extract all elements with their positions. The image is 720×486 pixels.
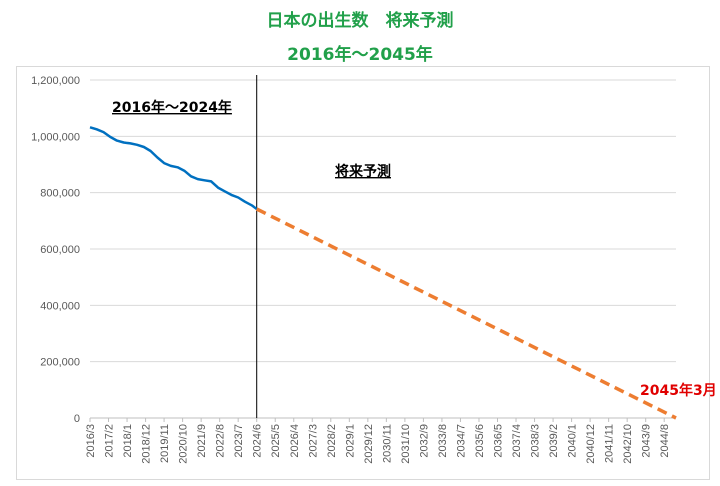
y-tick-label: 1,200,000: [31, 75, 80, 87]
y-tick-label: 400,000: [40, 300, 80, 312]
chart-subtitle: 2016年～2045年: [287, 45, 433, 65]
y-tick-label: 600,000: [40, 244, 80, 256]
x-tick-label: 2044/8: [659, 424, 671, 458]
x-tick-label: 2032/9: [418, 424, 430, 458]
actual-period-annotation: 2016年～2024年: [112, 99, 232, 116]
x-tick-label: 2020/10: [178, 424, 190, 464]
x-tick-label: 2018/12: [141, 424, 153, 464]
x-tick-label: 2030/11: [381, 424, 393, 463]
x-tick-label: 2043/9: [641, 424, 653, 458]
x-tick-label: 2029/12: [363, 424, 375, 464]
x-tick-label: 2017/2: [104, 424, 116, 458]
x-tick-label: 2034/7: [455, 424, 467, 458]
chart-frame: [16, 66, 710, 480]
x-tick-label: 2027/3: [307, 424, 319, 458]
x-tick-label: 2024/6: [252, 424, 264, 458]
x-tick-label: 2029/1: [344, 424, 356, 458]
x-tick-label: 2042/10: [622, 424, 634, 464]
x-tick-label: 2039/2: [548, 424, 560, 458]
x-tick-label: 2026/4: [289, 424, 301, 458]
x-tick-label: 2022/8: [215, 424, 227, 458]
x-tick-label: 2041/11: [604, 424, 616, 463]
end-date-label: 2045年3月: [640, 382, 717, 399]
x-tick-label: 2037/4: [511, 424, 523, 458]
x-tick-label: 2025/5: [270, 424, 282, 458]
actual-series-line: [89, 126, 258, 211]
forecast-annotation: 将来予測: [335, 163, 391, 180]
x-tick-label: 2019/11: [159, 424, 171, 463]
x-tick-label: 2040/1: [567, 424, 579, 458]
chart-title: 日本の出生数 将来予測: [266, 11, 454, 31]
x-tick-label: 2018/1: [122, 424, 134, 458]
x-axis-ticks: 2016/3 2017/2 2018/1 2018/12 2019/11 2020/10 2…: [85, 418, 671, 464]
gridlines: [90, 79, 676, 419]
y-tick-label: 200,000: [40, 357, 80, 369]
x-tick-label: 2031/10: [400, 424, 412, 464]
x-tick-label: 2016/3: [85, 424, 97, 458]
x-tick-label: 2035/6: [474, 424, 486, 458]
y-tick-label: 1,000,000: [31, 131, 80, 143]
x-tick-label: 2036/5: [493, 424, 505, 458]
y-tick-label: 0: [74, 413, 80, 425]
y-tick-label: 800,000: [40, 188, 80, 200]
x-tick-label: 2040/12: [585, 424, 597, 464]
series-group: [89, 126, 677, 420]
y-axis-ticks: 0 200,000 400,000 600,000 800,000 1,000,000 1,…: [31, 75, 80, 425]
x-tick-label: 2038/3: [530, 424, 542, 458]
x-tick-label: 2033/8: [437, 424, 449, 458]
forecast-series-line: [255, 207, 677, 420]
x-tick-label: 2028/2: [326, 424, 338, 458]
x-tick-label: 2023/7: [233, 424, 245, 458]
x-tick-label: 2021/9: [196, 424, 208, 458]
